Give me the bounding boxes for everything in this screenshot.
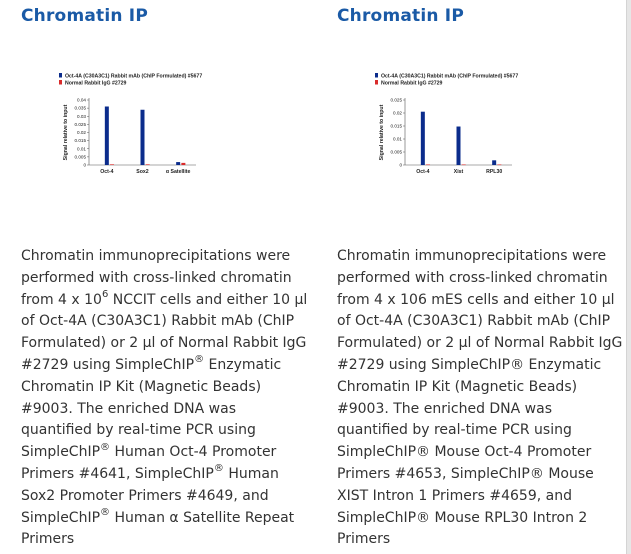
description-text: Human Oct-4 Promoter Primers #4641, Simp…	[21, 444, 277, 482]
y-tick-label: 0.025	[75, 122, 87, 127]
legend-swatch	[375, 73, 378, 78]
bar-oct4a	[456, 126, 461, 165]
window-scrollbar-edge[interactable]	[626, 0, 631, 554]
chip-bar-chart-svg: Oct-4A (C30A3C1) Rabbit mAb (ChIP Formul…	[375, 73, 518, 175]
y-tick-label: 0.015	[75, 138, 87, 143]
y-tick-label: 0.04	[77, 98, 86, 103]
y-tick-label: 0.03	[77, 114, 86, 119]
bar-oct4a	[492, 160, 497, 165]
y-tick-label: 0.005	[75, 154, 87, 159]
chip-bar-chart: Oct-4A (C30A3C1) Rabbit mAb (ChIP Formul…	[375, 70, 595, 185]
x-tick-label: Sox2	[136, 169, 149, 175]
x-tick-label: Oct-4	[100, 169, 113, 175]
y-axis-label: Signal relative to input	[63, 104, 69, 160]
superscript: ®	[100, 506, 111, 518]
bar-oct4a	[176, 162, 181, 165]
bar-igg	[426, 164, 431, 166]
legend-swatch	[59, 80, 62, 85]
legend-label: Oct-4A (C30A3C1) Rabbit mAb (ChIP Formul…	[381, 73, 518, 79]
bar-igg	[110, 164, 115, 165]
description-text: Human α Satellite Repeat Primers	[21, 509, 295, 548]
bar-oct4a	[140, 109, 145, 165]
legend-label: Normal Rabbit IgG #2729	[65, 80, 127, 86]
y-tick-label: 0.035	[75, 106, 87, 111]
y-tick-label: 0.015	[391, 124, 403, 129]
legend-label: Normal Rabbit IgG #2729	[381, 80, 443, 86]
superscript: ®	[194, 354, 205, 366]
y-tick-label: 0.005	[391, 150, 403, 155]
y-tick-label: 0	[83, 163, 86, 168]
bar-oct4a	[420, 111, 425, 165]
y-tick-label: 0.01	[393, 137, 402, 142]
description-text: NCCIT cells and either 10 µl of Oct-4A (…	[21, 291, 308, 373]
figure-description: Chromatin immunoprecipitations were perf…	[337, 246, 627, 551]
legend-swatch	[375, 80, 378, 85]
y-axis-label: Signal relative to input	[379, 104, 385, 160]
figure-description: Chromatin immunoprecipitations were perf…	[21, 246, 311, 551]
description-text: Enzymatic Chromatin IP Kit (Magnetic Bea…	[21, 356, 282, 461]
y-tick-label: 0.01	[77, 146, 86, 151]
superscript: ®	[100, 441, 111, 453]
description-text: Chromatin immunoprecipitations were perf…	[337, 248, 623, 548]
y-tick-label: 0.02	[77, 130, 86, 135]
superscript: 6	[101, 288, 109, 300]
section-title: Chromatin IP	[21, 6, 148, 26]
description-text: Chromatin immunoprecipitations were perf…	[21, 248, 292, 308]
superscript: ®	[213, 463, 224, 475]
bar-igg	[145, 164, 150, 165]
y-tick-label: 0.025	[391, 98, 403, 103]
description-text: Human Sox2 Promoter Primers #4649, and S…	[21, 465, 279, 526]
legend-label: Oct-4A (C30A3C1) Rabbit mAb (ChIP Formul…	[65, 73, 202, 79]
x-tick-label: α Satellite	[166, 169, 191, 175]
chip-bar-chart-svg: Oct-4A (C30A3C1) Rabbit mAb (ChIP Formul…	[59, 73, 202, 175]
bar-oct4a	[104, 106, 109, 165]
legend-swatch	[59, 73, 62, 78]
section-title: Chromatin IP	[337, 6, 464, 26]
chip-panel-left: Chromatin IP Oct-4A (C30A3C1) Rabbit mAb…	[21, 0, 316, 554]
y-tick-label: 0.02	[393, 111, 402, 116]
chip-panel-right: Chromatin IP Oct-4A (C30A3C1) Rabbit mAb…	[337, 0, 631, 554]
bar-igg	[181, 162, 186, 165]
chip-bar-chart: Oct-4A (C30A3C1) Rabbit mAb (ChIP Formul…	[59, 70, 279, 185]
y-tick-label: 0	[399, 163, 402, 168]
bar-igg	[461, 164, 466, 166]
bar-igg	[497, 164, 502, 166]
x-tick-label: Xist	[454, 169, 464, 175]
x-tick-label: RPL30	[486, 169, 502, 175]
x-tick-label: Oct-4	[416, 169, 429, 175]
